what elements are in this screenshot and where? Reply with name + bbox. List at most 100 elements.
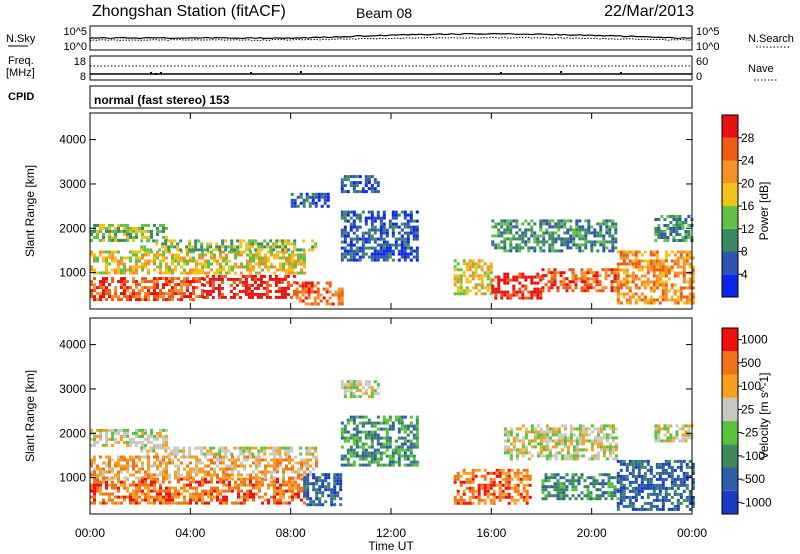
- power-ytick-label: 3000: [59, 177, 86, 191]
- cpid-text: normal (fast stereo) 153: [94, 93, 230, 107]
- power-frame: [89, 112, 693, 310]
- velocity-colorbar-swatch: [722, 467, 738, 491]
- velocity-scatter-region: [90, 477, 306, 505]
- nave-label: Nave: [748, 63, 774, 75]
- velocity-scatter-region: [616, 459, 695, 511]
- velocity-scatter-region: [340, 415, 419, 467]
- station-title: Zhongshan Station (fitACF): [92, 3, 286, 20]
- x-tick-label: 12:00: [376, 526, 406, 540]
- power-colorbar-swatch: [722, 160, 738, 184]
- power-scatter-region: [90, 223, 168, 242]
- velocity-ytick-label: 1000: [59, 471, 86, 485]
- nsearch-trace: [89, 36, 693, 42]
- velocity-colorbar-label-value: -25: [741, 426, 759, 440]
- power-colorbar-label-value: 16: [741, 199, 755, 213]
- power-scatter-region: [90, 277, 204, 302]
- velocity-colorbar-label: Velocity [m s^-1]: [757, 373, 771, 460]
- power-scatter-region: [616, 250, 695, 305]
- power-colorbar-swatch: [722, 228, 738, 252]
- velocity-ytick-label: 3000: [59, 382, 86, 396]
- freq-panel: Freq. [MHz] 18 8 60 0 Nave: [6, 55, 778, 83]
- freq-blip: [150, 72, 152, 74]
- power-colorbar-swatch: [722, 183, 738, 207]
- noise-right-tick-bottom: 10^0: [696, 41, 720, 53]
- power-colorbar-swatch: [722, 115, 738, 138]
- velocity-panel: 1000 2000 3000 4000 Slant Range [km] 1000 50…: [23, 317, 772, 515]
- freq-blip: [300, 71, 302, 73]
- power-colorbar-label-value: 28: [741, 131, 755, 145]
- nave-tick-top: 60: [696, 56, 708, 68]
- power-scatter-region: [340, 175, 380, 194]
- velocity-colorbar-label-value: 500: [741, 356, 761, 370]
- velocity-y-axis: 1000 2000 3000 4000: [59, 338, 692, 485]
- freq-blip: [155, 73, 157, 75]
- freq-blip: [500, 72, 502, 74]
- power-scatter-region: [140, 239, 318, 252]
- velocity-colorbar-label-value: 100: [741, 379, 761, 393]
- velocity-colorbar-swatch: [722, 351, 738, 375]
- velocity-colorbar-label-value: 25: [741, 402, 755, 416]
- velocity-scatter-region: [654, 424, 694, 443]
- velocity-colorbar-label-value: -100: [741, 449, 765, 463]
- velocity-scatter-region: [541, 473, 620, 501]
- power-scatter-region: [90, 250, 306, 275]
- x-tick-label: 00:00: [75, 526, 105, 540]
- freq-left-tick-bottom: 8: [80, 71, 86, 83]
- power-colorbar-swatch: [722, 137, 738, 161]
- power-ylabel: Slant Range [km]: [23, 165, 37, 257]
- freq-blip: [250, 72, 252, 74]
- cpid-panel: CPID normal (fast stereo) 153: [8, 85, 693, 109]
- power-ytick-label: 4000: [59, 133, 86, 147]
- nave-tick-bottom: 0: [696, 71, 702, 83]
- velocity-colorbar-label-value: 1000: [741, 333, 768, 347]
- power-scatter-region: [453, 259, 493, 296]
- velocity-colorbar-swatch: [722, 374, 738, 398]
- power-colorbar-label: Power [dB]: [757, 182, 771, 241]
- power-scatter-region: [340, 210, 419, 262]
- velocity-scatter-region: [303, 473, 343, 507]
- velocity-colorbar-swatch: [722, 421, 738, 445]
- noise-left-tick-bottom: 10^0: [63, 41, 87, 53]
- velocity-scatter-region: [90, 428, 168, 447]
- x-tick-label: 20:00: [577, 526, 607, 540]
- velocity-colorbar-swatch: [722, 328, 738, 352]
- freq-label: Freq.: [8, 55, 34, 67]
- power-scatter-region: [202, 274, 296, 299]
- power-y-axis: 1000 2000 3000 4000: [59, 133, 692, 280]
- power-colorbar: 4 8 12 16 20 24 28: [721, 114, 755, 298]
- velocity-colorbar-swatch: [722, 397, 738, 422]
- power-colorbar-label-value: 20: [741, 176, 755, 190]
- velocity-scatter-region: [503, 424, 618, 461]
- velocity-scatter-region: [90, 455, 318, 480]
- power-colorbar-swatch: [722, 274, 738, 298]
- velocity-scatter-region: [140, 446, 318, 456]
- x-tick-label: 00:00: [677, 526, 707, 540]
- freq-left-tick-top: 18: [74, 56, 86, 68]
- beam-label: Beam 08: [356, 5, 412, 21]
- velocity-colorbar-swatch: [722, 490, 738, 515]
- power-colorbar-label-value: 4: [741, 267, 748, 281]
- power-scatter-region: [541, 268, 620, 293]
- velocity-colorbar-label-value: -1000: [741, 495, 772, 509]
- power-colorbar-label-value: 24: [741, 154, 755, 168]
- power-colorbar-swatch: [722, 251, 738, 275]
- power-ytick-label: 1000: [59, 266, 86, 280]
- power-colorbar-label-value: 12: [741, 222, 755, 236]
- power-colorbar-swatch: [722, 206, 738, 229]
- cpid-label: CPID: [8, 91, 34, 103]
- x-tick-label: 04:00: [175, 526, 205, 540]
- freq-unit-label: [MHz]: [6, 67, 35, 79]
- velocity-colorbar-swatch: [722, 444, 738, 468]
- power-colorbar-label-value: 8: [741, 245, 748, 259]
- power-scatter-region: [491, 219, 618, 253]
- freq-blip: [560, 71, 562, 73]
- date-label: 22/Mar/2013: [604, 3, 694, 20]
- velocity-colorbar-frame: [721, 327, 739, 515]
- x-axis-label: Time UT: [368, 539, 414, 553]
- velocity-scatter-region: [453, 468, 532, 505]
- power-scatter-region: [290, 192, 330, 208]
- noise-panel: N.Sky 10^5 10^0 10^5 10^0 N.Search: [6, 25, 794, 53]
- power-scatter-region: [491, 272, 543, 300]
- nsearch-label: N.Search: [748, 33, 794, 45]
